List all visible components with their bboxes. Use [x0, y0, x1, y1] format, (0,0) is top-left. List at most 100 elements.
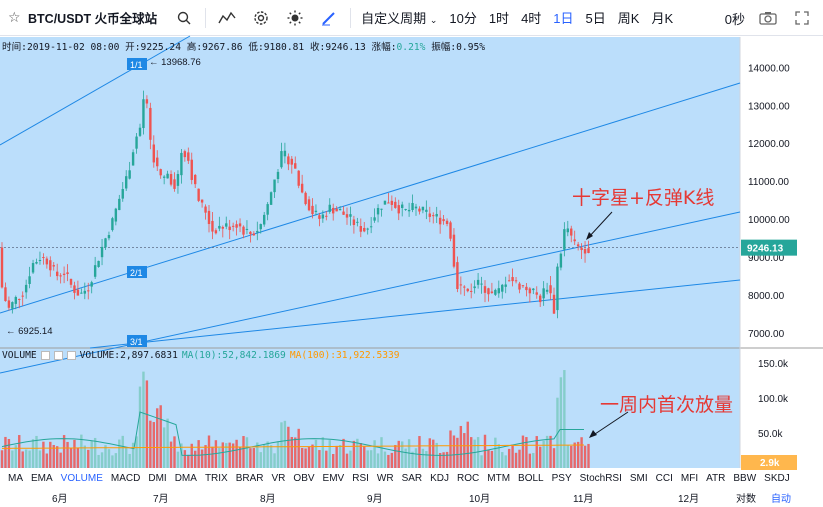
custom-period-dropdown[interactable]: 自定义周期 ⌄ [355, 8, 443, 27]
period-month[interactable]: 月K [651, 11, 674, 26]
indicator-vr[interactable]: VR [271, 472, 286, 484]
indicator-sar[interactable]: SAR [401, 472, 423, 484]
candle-body [528, 288, 532, 294]
indicator-dma[interactable]: DMA [174, 472, 197, 484]
indicator-brar[interactable]: BRAR [235, 472, 264, 484]
indicator-boll[interactable]: BOLL [518, 472, 544, 484]
volume-settings-checkbox[interactable] [53, 351, 63, 360]
pencil-draw-icon[interactable] [312, 10, 346, 26]
volume-bar [93, 437, 97, 468]
hide-volume-checkbox[interactable] [40, 351, 50, 360]
volume-bar [428, 438, 431, 468]
indicator-mfi[interactable]: MFI [680, 472, 699, 484]
period-1h[interactable]: 1时 [488, 11, 510, 26]
volume-bar [66, 441, 69, 468]
candle-body [401, 204, 404, 209]
search-icon[interactable] [167, 11, 201, 25]
candle-body [407, 209, 411, 212]
candle-body [397, 205, 400, 214]
indicator-trix[interactable]: TRIX [204, 472, 228, 484]
volume-bar [297, 428, 300, 468]
remove-volume-checkbox[interactable] [66, 351, 76, 360]
candle-body [4, 287, 7, 302]
candle-body [539, 295, 542, 303]
candle-body [387, 202, 390, 204]
volume-bar [100, 452, 104, 468]
volume-bar [180, 443, 183, 468]
camera-icon[interactable] [751, 11, 785, 25]
indicator-smi[interactable]: SMI [629, 472, 648, 484]
indicator-dmi[interactable]: DMI [148, 472, 167, 484]
fullscreen-icon[interactable] [785, 11, 819, 25]
candle-body [149, 107, 152, 140]
volume-bar [473, 439, 476, 468]
indicator-roc[interactable]: ROC [457, 472, 480, 484]
candle-body [380, 208, 383, 210]
indicator-obv[interactable]: OBV [293, 472, 315, 484]
volume-bar [407, 439, 411, 468]
indicator-psy[interactable]: PSY [551, 472, 572, 484]
symbol-title[interactable]: BTC/USDT 火币全球站 [28, 12, 158, 26]
volume-bar [266, 441, 269, 468]
indicator-stochrsi[interactable]: StochRSI [579, 472, 622, 484]
toolbar-divider [205, 7, 207, 28]
candle-body [363, 227, 366, 232]
indicator-cci[interactable]: CCI [655, 472, 673, 484]
indicator-volume[interactable]: VOLUME [60, 472, 103, 484]
volume-bar [328, 440, 331, 468]
candle-body [200, 199, 204, 203]
indicator-bbw[interactable]: BBW [733, 472, 757, 484]
candle-body [0, 247, 4, 288]
candle-body [335, 208, 338, 212]
low-price-mark: ← 6925.14 [6, 326, 52, 337]
log-scale-toggle[interactable]: 对数 [736, 494, 756, 505]
volume-bar [494, 437, 497, 468]
period-1d[interactable]: 1日 [553, 11, 574, 26]
candle-body [93, 265, 97, 277]
candle-body [418, 208, 421, 212]
volume-bar [138, 386, 142, 468]
period-5d[interactable]: 5日 [585, 11, 606, 26]
candle-body [411, 203, 414, 210]
volume-bar [49, 441, 52, 468]
theme-sun-icon[interactable] [278, 10, 312, 26]
current-price-label: 9246.13 [747, 244, 784, 255]
indicators-icon[interactable] [210, 11, 244, 25]
indicator-mtm[interactable]: MTM [487, 472, 511, 484]
candle-body [104, 238, 107, 248]
candle-body [256, 230, 259, 233]
auto-scale-toggle[interactable]: 自动 [771, 494, 791, 505]
candle-body [514, 280, 518, 282]
indicator-kdj[interactable]: KDJ [430, 472, 450, 484]
volume-arrow-head [589, 430, 597, 438]
candle-body [583, 249, 587, 254]
candle-body [114, 208, 118, 222]
indicator-emv[interactable]: EMV [322, 472, 345, 484]
volume-bar [332, 453, 335, 468]
period-week[interactable]: 周K [617, 11, 640, 26]
volume-bar [366, 450, 369, 468]
favorite-star-icon[interactable]: ☆ [8, 9, 21, 25]
period-10m[interactable]: 10分 [449, 11, 477, 26]
volume-bar [497, 444, 500, 468]
indicator-ema[interactable]: EMA [31, 472, 53, 484]
indicator-rsi[interactable]: RSI [352, 472, 369, 484]
gear-icon[interactable] [244, 10, 278, 26]
indicator-atr[interactable]: ATR [706, 472, 726, 484]
candle-body [466, 288, 469, 292]
candle-body [183, 151, 187, 158]
volume-bar [445, 451, 449, 468]
indicator-wr[interactable]: WR [376, 472, 394, 484]
indicator-ma[interactable]: MA [8, 472, 23, 484]
indicator-skdj[interactable]: SKDJ [764, 472, 790, 484]
x-tick-aug: 8月 [260, 494, 276, 505]
period-4h[interactable]: 4时 [521, 11, 542, 26]
indicator-macd[interactable]: MACD [110, 472, 141, 484]
candle-body [66, 272, 69, 275]
volume-bar [18, 435, 21, 468]
volume-bar [414, 448, 418, 468]
volume-bar [4, 436, 7, 468]
volume-bar [80, 434, 83, 468]
